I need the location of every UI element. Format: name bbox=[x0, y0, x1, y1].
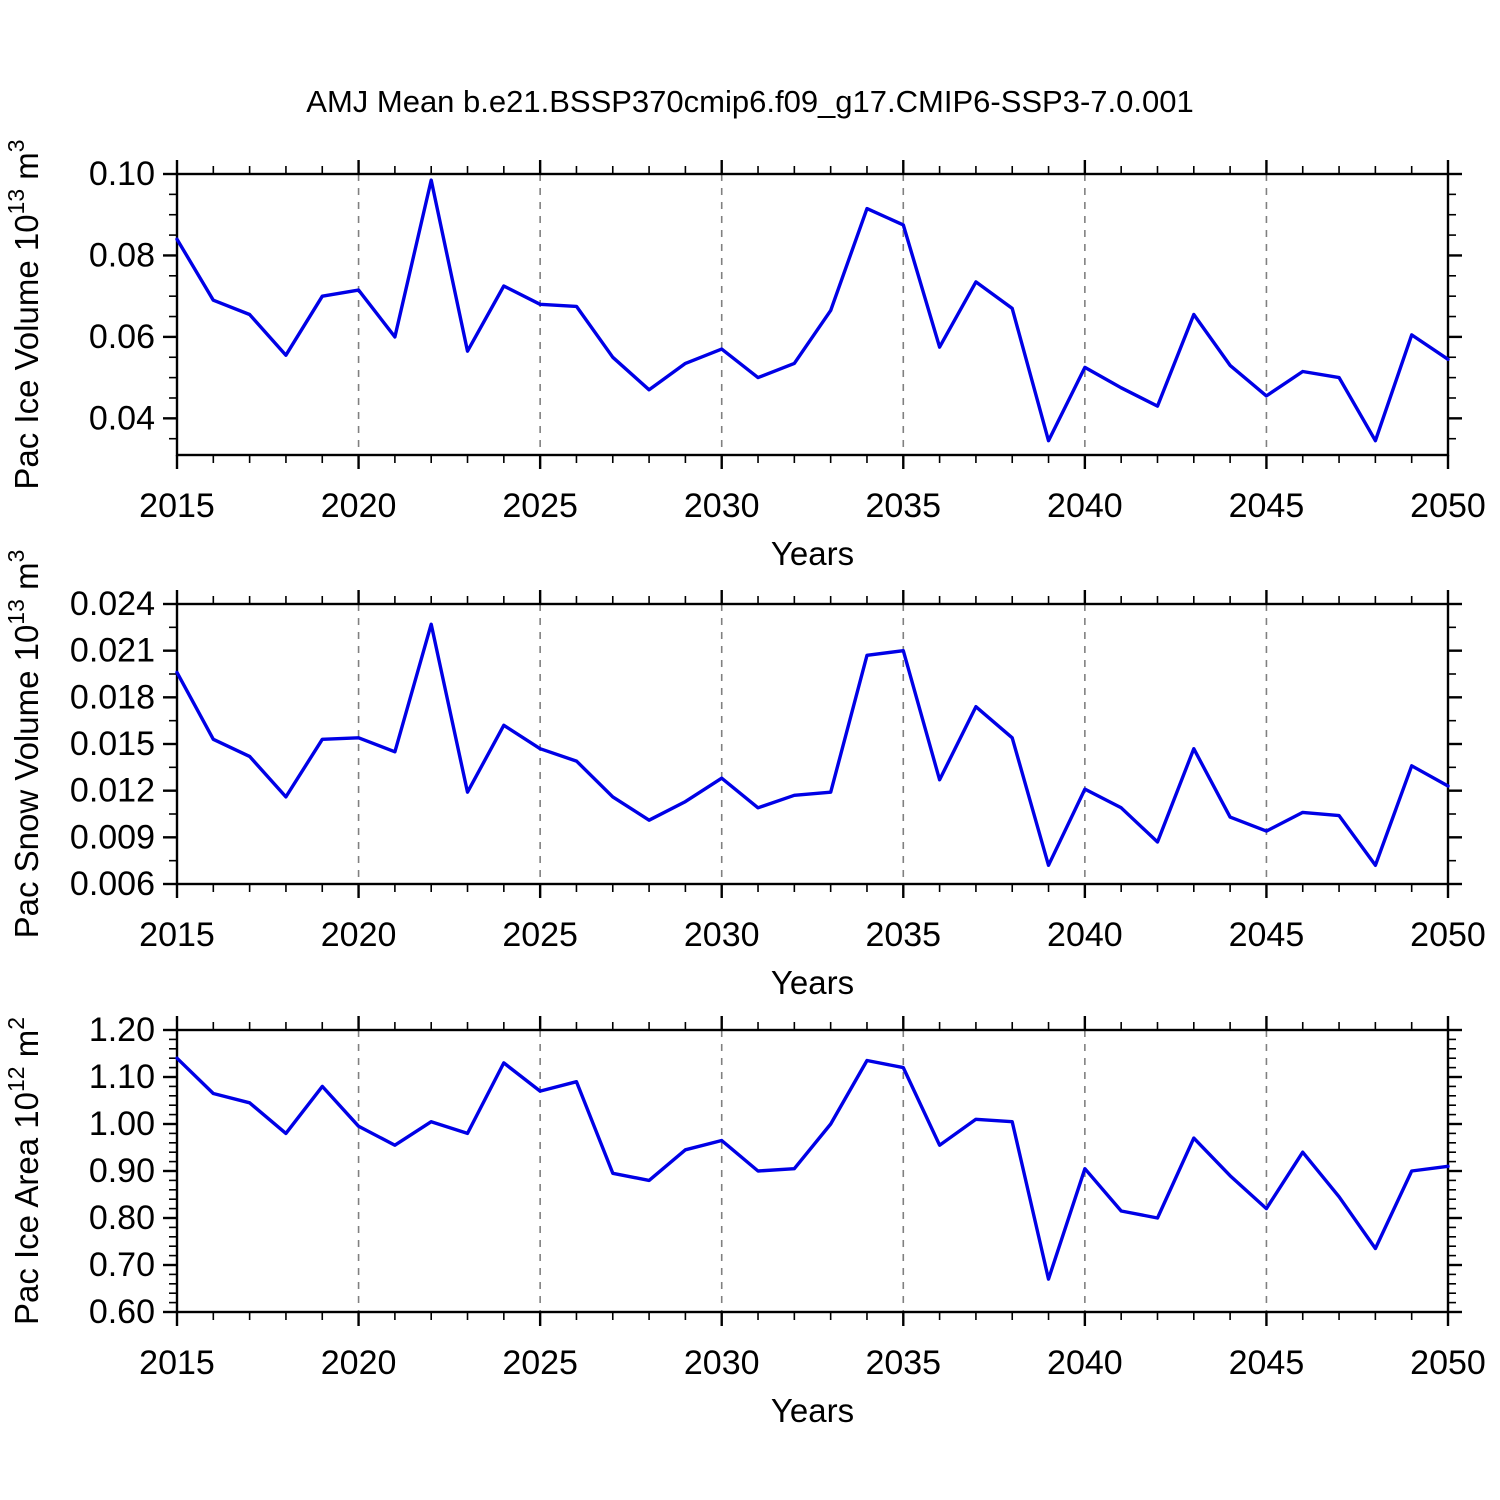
y-tick-label: 0.04 bbox=[89, 399, 155, 437]
y-tick-label: 0.06 bbox=[89, 318, 155, 356]
x-tick-label: 2040 bbox=[1047, 1344, 1123, 1382]
y-tick-label: 1.00 bbox=[89, 1105, 155, 1143]
x-tick-label: 2020 bbox=[321, 916, 397, 954]
x-axis-title: Years bbox=[771, 964, 854, 1001]
chart-title: AMJ Mean b.e21.BSSP370cmip6.f09_g17.CMIP… bbox=[306, 84, 1194, 119]
x-tick-label: 2015 bbox=[139, 487, 215, 525]
panel-2: 2015 2020 2025 2030 2035 2040 2045 2050 Years 0.0… bbox=[3, 550, 1486, 1001]
y-tick-label: 0.006 bbox=[70, 865, 155, 903]
x-tick-label: 2050 bbox=[1410, 1344, 1486, 1382]
x-tick-label: 2050 bbox=[1410, 916, 1486, 954]
panel-3: 2015 2020 2025 2030 2035 2040 2045 2050 Years 1.2… bbox=[3, 1011, 1486, 1429]
x-tick-label: 2015 bbox=[139, 916, 215, 954]
x-tick-label: 2035 bbox=[865, 487, 941, 525]
x-tick-label: 2030 bbox=[684, 487, 760, 525]
data-line-2 bbox=[175, 622, 1450, 867]
y-tick-label: 0.018 bbox=[70, 678, 155, 716]
y-tick-label: 0.80 bbox=[89, 1199, 155, 1237]
y-tick-label: 0.015 bbox=[70, 725, 155, 763]
y-tick-label: 0.021 bbox=[70, 632, 155, 670]
y-tick-label: 0.70 bbox=[89, 1246, 155, 1284]
y-axis-title: Pac Ice Volume 1013 m3 bbox=[3, 139, 45, 489]
data-line-3 bbox=[175, 1056, 1450, 1281]
y-tick-label: 1.10 bbox=[89, 1058, 155, 1096]
y-tick-label: 0.08 bbox=[89, 236, 155, 274]
x-tick-label: 2015 bbox=[139, 1344, 215, 1382]
y-tick-label: 0.024 bbox=[70, 585, 155, 623]
y-tick-label: 0.009 bbox=[70, 818, 155, 856]
x-tick-label: 2045 bbox=[1229, 487, 1305, 525]
x-tick-label: 2045 bbox=[1229, 916, 1305, 954]
y-tick-label: 0.60 bbox=[89, 1293, 155, 1331]
x-tick-label: 2045 bbox=[1229, 1344, 1305, 1382]
data-line-1 bbox=[175, 178, 1450, 443]
x-tick-label: 2030 bbox=[684, 916, 760, 954]
x-axis-title: Years bbox=[771, 535, 854, 572]
panel-1: 2015 2020 2025 2030 2035 2040 2045 2050 Years 0.1… bbox=[3, 139, 1486, 572]
y-axis-title: Pac Ice Area 1012 m2 bbox=[3, 1017, 45, 1325]
x-tick-label: 2020 bbox=[321, 1344, 397, 1382]
x-tick-label: 2035 bbox=[865, 1344, 941, 1382]
x-tick-label: 2020 bbox=[321, 487, 397, 525]
x-tick-label: 2040 bbox=[1047, 916, 1123, 954]
x-tick-label: 2025 bbox=[502, 916, 578, 954]
x-axis-title: Years bbox=[771, 1392, 854, 1429]
y-tick-label: 0.10 bbox=[89, 155, 155, 193]
x-tick-label: 2030 bbox=[684, 1344, 760, 1382]
y-tick-label: 1.20 bbox=[89, 1011, 155, 1049]
x-tick-label: 2040 bbox=[1047, 487, 1123, 525]
y-axis-title: Pac Snow Volume 1013 m3 bbox=[3, 550, 45, 939]
y-tick-label: 0.012 bbox=[70, 772, 155, 810]
x-tick-label: 2025 bbox=[502, 1344, 578, 1382]
x-tick-label: 2025 bbox=[502, 487, 578, 525]
x-tick-label: 2050 bbox=[1410, 487, 1486, 525]
y-tick-label: 0.90 bbox=[89, 1152, 155, 1190]
x-tick-label: 2035 bbox=[865, 916, 941, 954]
